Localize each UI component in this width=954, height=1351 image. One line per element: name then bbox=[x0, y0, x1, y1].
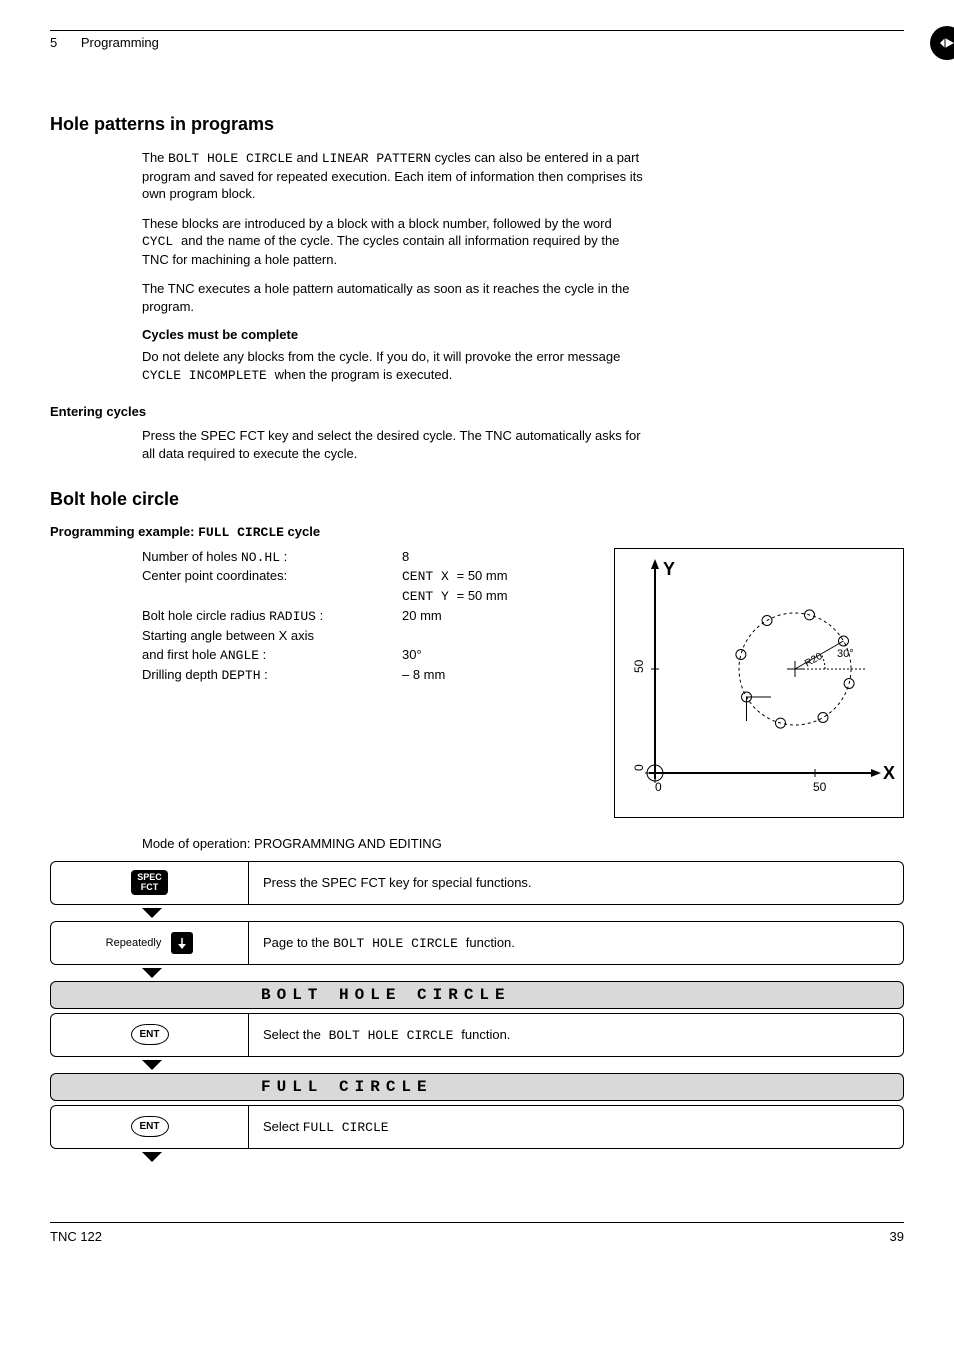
paragraph: Press the SPEC FCT key and select the de… bbox=[142, 427, 644, 462]
footer-page-number: 39 bbox=[890, 1229, 904, 1244]
registration-mark-icon bbox=[930, 26, 954, 60]
chapter-title: Programming bbox=[81, 35, 159, 50]
step-3: ENT Select the BOLT HOLE CIRCLE function… bbox=[50, 1013, 904, 1057]
heading-hole-patterns: Hole patterns in programs bbox=[50, 114, 904, 135]
step-text: Select the BOLT HOLE CIRCLE function. bbox=[249, 1021, 903, 1049]
chapter-number: 5 bbox=[50, 35, 57, 50]
arrow-down-icon bbox=[142, 1152, 162, 1162]
svg-text:0: 0 bbox=[632, 764, 646, 771]
svg-text:30°: 30° bbox=[837, 648, 854, 660]
step-text: Page to the BOLT HOLE CIRCLE function. bbox=[249, 929, 903, 957]
repeatedly-label: Repeatedly bbox=[106, 937, 162, 949]
paragraph: The BOLT HOLE CIRCLE and LINEAR PATTERN … bbox=[142, 149, 644, 203]
arrow-down-icon bbox=[142, 908, 162, 918]
paragraph: These blocks are introduced by a block w… bbox=[142, 215, 644, 269]
arrow-down-icon bbox=[142, 1060, 162, 1070]
heading-bolt-hole-circle: Bolt hole circle bbox=[50, 489, 904, 510]
step-text: Press the SPEC FCT key for special funct… bbox=[249, 869, 903, 896]
svg-text:Y: Y bbox=[663, 559, 675, 579]
step-2: Repeatedly Page to the BOLT HOLE CIRCLE … bbox=[50, 921, 904, 965]
page-header: 5 Programming bbox=[50, 30, 904, 54]
ent-key-icon: ENT bbox=[131, 1116, 169, 1137]
paragraph: Do not delete any blocks from the cycle.… bbox=[142, 348, 644, 384]
svg-text:50: 50 bbox=[632, 659, 646, 673]
footer-left: TNC 122 bbox=[50, 1229, 102, 1244]
svg-text:X: X bbox=[883, 763, 895, 783]
spec-fct-key-icon: SPECFCT bbox=[131, 870, 168, 895]
page-footer: TNC 122 39 bbox=[50, 1222, 904, 1244]
bolt-circle-diagram: Y X 50 0 50 0 30° R20 bbox=[614, 548, 904, 818]
arrow-down-icon bbox=[142, 968, 162, 978]
ent-key-icon: ENT bbox=[131, 1024, 169, 1045]
subheading-entering-cycles: Entering cycles bbox=[50, 404, 904, 419]
bolt-hole-circle-bar: BOLT HOLE CIRCLE bbox=[50, 981, 904, 1009]
programming-example-label: Programming example: FULL CIRCLE cycle bbox=[50, 524, 904, 540]
paragraph: The TNC executes a hole pattern automati… bbox=[142, 280, 644, 315]
subheading-cycles-complete: Cycles must be complete bbox=[142, 327, 644, 342]
step-1: SPECFCT Press the SPEC FCT key for speci… bbox=[50, 861, 904, 905]
full-circle-bar: FULL CIRCLE bbox=[50, 1073, 904, 1101]
svg-text:0: 0 bbox=[655, 780, 662, 794]
parameter-table: Number of holes NO.HL :8 Center point co… bbox=[142, 548, 604, 686]
step-4: ENT Select FULL CIRCLE bbox=[50, 1105, 904, 1149]
mode-of-operation: Mode of operation: PROGRAMMING AND EDITI… bbox=[142, 836, 904, 851]
step-text: Select FULL CIRCLE bbox=[249, 1113, 903, 1141]
arrow-down-key-icon bbox=[171, 932, 193, 954]
svg-text:50: 50 bbox=[813, 780, 827, 794]
